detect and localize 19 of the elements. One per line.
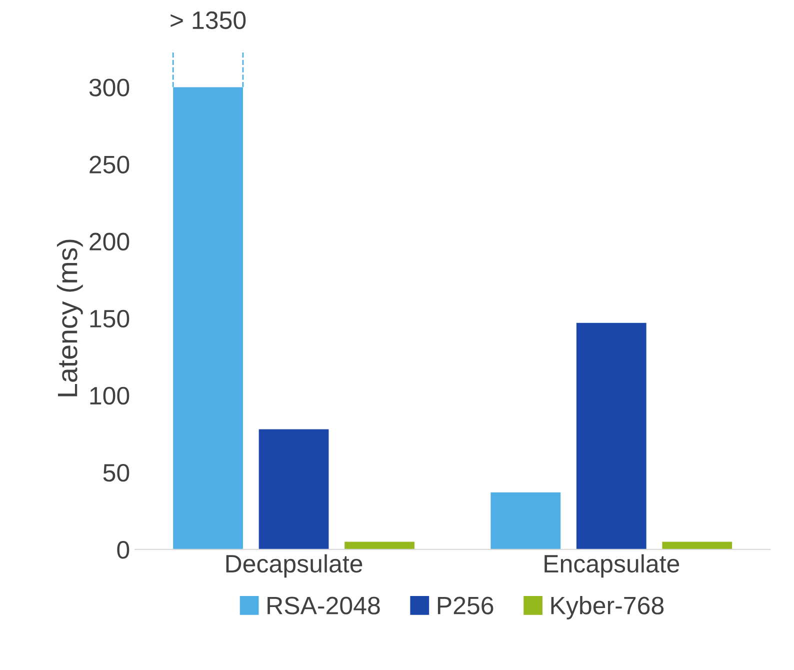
- y-tick-label: 0: [117, 541, 130, 559]
- y-tick-label: 100: [90, 386, 130, 405]
- legend-label: P256: [438, 596, 494, 614]
- x-tick-label: Decapsulate: [226, 554, 362, 578]
- y-tick-label: 300: [89, 78, 130, 96]
- bar: [344, 542, 414, 550]
- bar: [662, 542, 732, 550]
- legend-label: Kyber-768: [551, 596, 664, 620]
- y-tick-label: 150: [90, 310, 130, 328]
- bar: [490, 492, 561, 550]
- bar: [258, 429, 329, 550]
- y-tick-label: 200: [90, 232, 130, 251]
- y-axis-title: Latency (ms): [56, 240, 83, 396]
- x-tick-label: Encapsulate: [544, 554, 680, 578]
- y-tick-label: 50: [103, 464, 130, 482]
- bar: [576, 322, 646, 550]
- text: > 1350: [170, 11, 246, 30]
- legend-label: RSA-2048: [268, 596, 380, 614]
- y-tick-label: 250: [90, 156, 130, 174]
